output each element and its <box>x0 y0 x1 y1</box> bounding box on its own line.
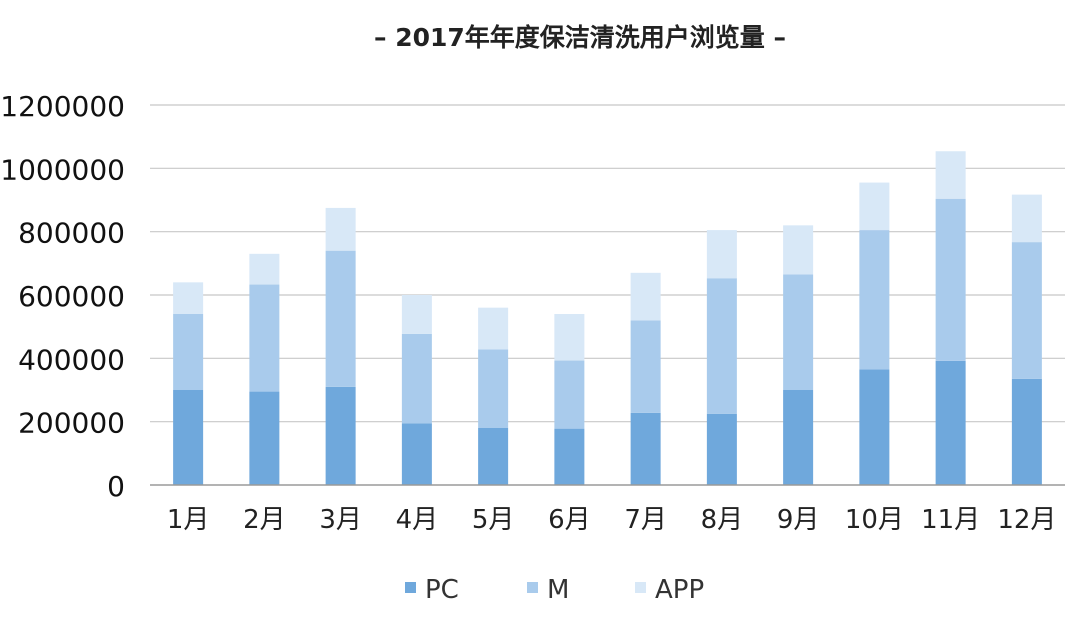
bar-m <box>783 274 814 390</box>
x-tick-label: 10月 <box>845 505 904 535</box>
y-tick-label: 1200000 <box>0 90 125 123</box>
y-tick-label: 800000 <box>18 217 125 250</box>
bar-pc <box>325 386 356 485</box>
bar-m <box>935 198 966 361</box>
x-tick-label: 9月 <box>777 505 820 535</box>
bar-m <box>325 250 356 387</box>
legend: PC M APP <box>405 575 704 605</box>
legend-swatch <box>527 582 538 593</box>
x-axis-tick-labels: 1月 2月 3月 4月 5月 6月 7月 8月 9月 10月 11月 12月 <box>167 505 1057 535</box>
bar-pc <box>249 391 280 485</box>
bar-pc <box>783 390 814 485</box>
x-tick-label: 2月 <box>243 505 286 535</box>
bar-app <box>249 253 280 285</box>
y-axis-tick-labels: 0 200000 400000 600000 800000 1000000 1200000 <box>0 90 125 503</box>
bar-pc <box>859 369 890 485</box>
legend-label: APP <box>655 575 704 605</box>
bar-app <box>325 207 356 251</box>
bar-app <box>173 282 204 314</box>
x-tick-label: 8月 <box>701 505 744 535</box>
bar-app <box>630 272 661 321</box>
bar-m <box>859 230 890 370</box>
legend-swatch <box>635 582 646 593</box>
bar-app <box>478 307 509 350</box>
bar-pc <box>173 390 204 485</box>
y-tick-label: 600000 <box>18 280 125 313</box>
legend-label: PC <box>425 575 459 605</box>
bar-pc <box>935 360 966 485</box>
bar-app <box>1011 194 1042 243</box>
bar-app <box>401 295 432 334</box>
bar-pc <box>1011 378 1042 485</box>
y-tick-label: 400000 <box>18 343 125 376</box>
bar-app <box>859 182 890 231</box>
gridlines <box>150 104 1065 423</box>
bar-m <box>249 284 280 392</box>
bar-m <box>173 314 204 390</box>
bars <box>173 151 1042 485</box>
y-tick-label: 1000000 <box>0 153 125 186</box>
bar-pc <box>554 428 585 485</box>
x-tick-label: 1月 <box>167 505 210 535</box>
x-tick-label: 6月 <box>548 505 591 535</box>
x-tick-label: 4月 <box>396 505 439 535</box>
bar-pc <box>478 428 509 485</box>
chart-title: – 2017年年度保洁清洗用户浏览量 – <box>374 23 786 52</box>
bar-pc <box>401 423 432 485</box>
bar-pc <box>706 413 737 485</box>
bar-app <box>706 230 737 279</box>
bar-app <box>554 314 585 361</box>
bar-m <box>401 333 432 424</box>
y-tick-label: 200000 <box>18 407 125 440</box>
legend-swatch <box>405 582 416 593</box>
x-tick-label: 3月 <box>319 505 362 535</box>
bar-m <box>630 320 661 413</box>
x-tick-label: 7月 <box>624 505 667 535</box>
x-tick-label: 5月 <box>472 505 515 535</box>
bar-m <box>706 278 737 414</box>
bar-m <box>554 360 585 429</box>
bar-app <box>783 225 814 275</box>
legend-label: M <box>547 575 569 605</box>
bar-app <box>935 151 966 199</box>
bar-m <box>1011 242 1042 379</box>
bar-m <box>478 349 509 428</box>
bar-pc <box>630 412 661 485</box>
x-tick-label: 12月 <box>997 505 1056 535</box>
y-tick-label: 0 <box>107 470 125 503</box>
x-tick-label: 11月 <box>921 505 980 535</box>
